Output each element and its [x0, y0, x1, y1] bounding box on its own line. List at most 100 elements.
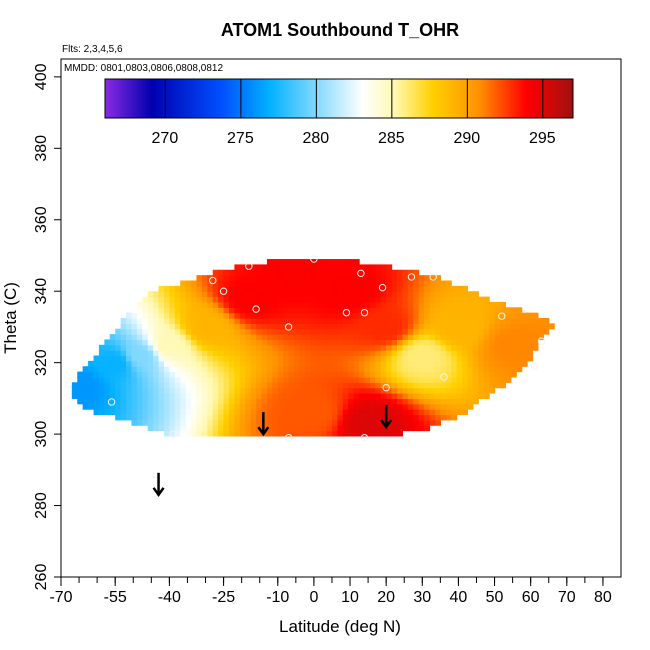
- field-cell: [315, 264, 322, 271]
- field-cell: [180, 409, 187, 416]
- field-cell: [223, 280, 230, 287]
- field-cell: [272, 355, 279, 362]
- field-cell: [212, 360, 219, 367]
- field-cell: [272, 312, 279, 319]
- field-cell: [527, 318, 534, 324]
- field-cell: [407, 350, 414, 357]
- field-cell: [256, 318, 263, 324]
- field-cell: [315, 296, 322, 303]
- field-cell: [467, 403, 474, 410]
- field-cell: [304, 393, 311, 399]
- field-cell: [185, 328, 192, 335]
- field-cell: [185, 430, 192, 437]
- field-cell: [169, 419, 176, 426]
- field-cell: [348, 409, 355, 416]
- field-cell: [272, 409, 279, 416]
- field-cell: [310, 269, 317, 276]
- field-cell: [196, 387, 203, 394]
- field-cell: [283, 285, 290, 292]
- field-cell: [494, 355, 501, 362]
- field-cell: [256, 344, 263, 351]
- field-cell: [71, 387, 78, 394]
- field-cell: [207, 328, 214, 335]
- field-cell: [294, 312, 301, 319]
- field-cell: [234, 419, 241, 426]
- field-cell: [277, 339, 284, 346]
- field-cell: [239, 296, 246, 303]
- field-cell: [321, 307, 328, 314]
- field-cell: [375, 398, 382, 405]
- field-cell: [131, 419, 138, 426]
- field-cell: [256, 312, 263, 319]
- field-cell: [413, 387, 420, 394]
- field-cell: [234, 312, 241, 319]
- observation-point: [64, 380, 72, 388]
- field-cell: [169, 301, 176, 308]
- field-cell: [413, 371, 420, 378]
- field-cell: [429, 312, 436, 319]
- x-tick-label: -40: [158, 589, 181, 606]
- field-cell: [418, 366, 425, 373]
- field-cell: [456, 376, 463, 383]
- field-cell: [315, 339, 322, 346]
- field-cell: [163, 339, 170, 346]
- field-cell: [402, 275, 409, 282]
- field-cell: [239, 328, 246, 335]
- field-cell: [126, 393, 133, 399]
- field-cell: [239, 312, 246, 319]
- field-cell: [169, 318, 176, 324]
- field-cell: [407, 323, 414, 330]
- field-cell: [163, 296, 170, 303]
- observation-point: [219, 287, 228, 295]
- field-cell: [424, 350, 431, 357]
- field-cell: [299, 393, 306, 399]
- field-cell: [131, 376, 138, 383]
- field-cell: [359, 275, 366, 282]
- field-cell: [147, 414, 154, 421]
- field-cell: [288, 275, 295, 282]
- field-cell: [256, 328, 263, 335]
- field-cell: [321, 425, 328, 432]
- field-cell: [342, 334, 349, 341]
- field-cell: [478, 350, 485, 357]
- field-cell: [364, 323, 371, 330]
- field-cell: [126, 323, 133, 330]
- field-cell: [98, 409, 105, 416]
- field-cell: [424, 366, 431, 373]
- field-cell: [174, 409, 181, 416]
- field-cell: [418, 307, 425, 314]
- field-cell: [326, 291, 333, 298]
- field-cell: [331, 328, 338, 335]
- field-cell: [418, 328, 425, 335]
- field-cell: [201, 285, 208, 292]
- field-cell: [331, 259, 338, 266]
- field-cell: [386, 430, 393, 437]
- field-cell: [380, 285, 387, 292]
- field-cell: [391, 307, 398, 314]
- field-cell: [369, 430, 376, 437]
- field-cell: [223, 419, 230, 426]
- field-cell: [147, 398, 154, 405]
- field-cell: [440, 344, 447, 351]
- x-tick-label: -25: [212, 589, 235, 606]
- field-cell: [196, 355, 203, 362]
- field-cell: [153, 366, 160, 373]
- field-cell: [180, 403, 187, 410]
- field-cell: [521, 355, 528, 362]
- field-cell: [131, 366, 138, 373]
- field-cell: [158, 307, 165, 314]
- field-cell: [451, 366, 458, 373]
- field-cell: [261, 312, 268, 319]
- field-cell: [201, 382, 208, 389]
- field-cell: [229, 355, 236, 362]
- field-cell: [229, 344, 236, 351]
- field-cell: [462, 328, 469, 335]
- field-cell: [478, 382, 485, 389]
- field-cell: [185, 403, 192, 410]
- field-cell: [294, 334, 301, 341]
- field-cell: [283, 387, 290, 394]
- field-cell: [434, 403, 441, 410]
- field-cell: [353, 259, 360, 266]
- field-cell: [451, 414, 458, 421]
- field-cell: [451, 291, 458, 298]
